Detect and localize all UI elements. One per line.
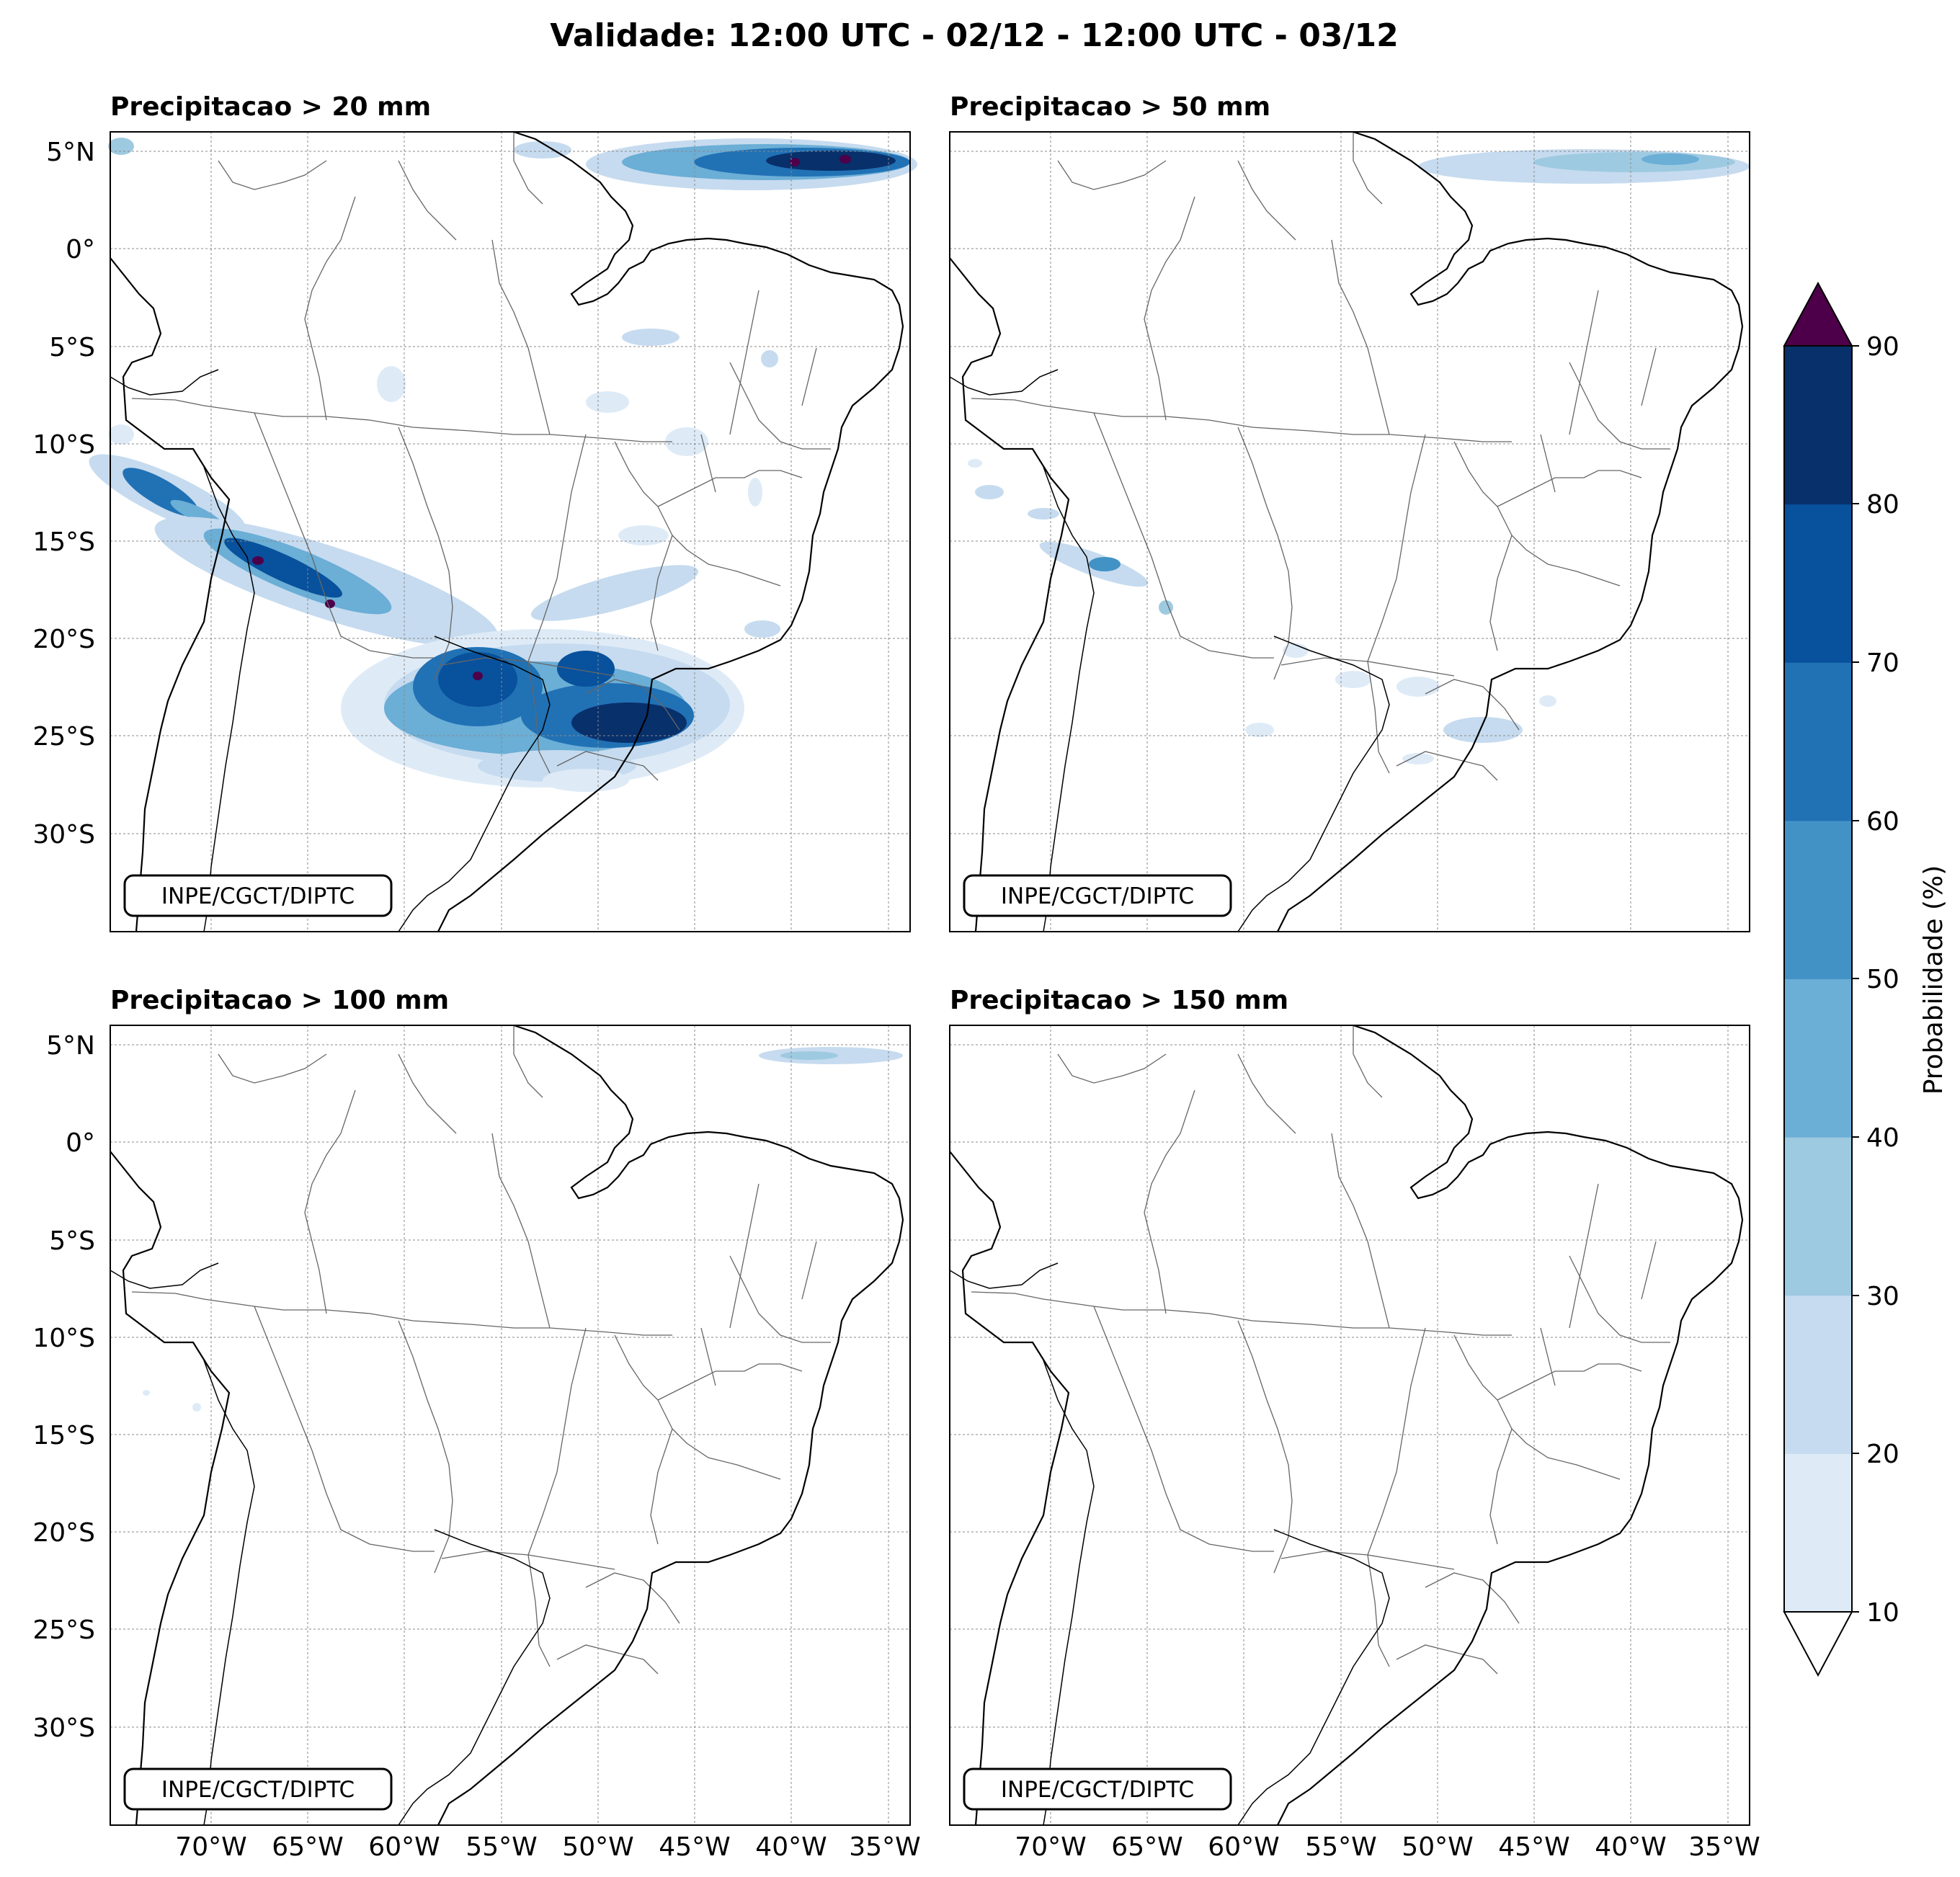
lon-tick-label: 35°W	[1688, 1832, 1760, 1862]
lat-tick-label: 20°S	[32, 625, 95, 654]
lat-tick-label: 30°S	[32, 1713, 95, 1743]
precip-probability-field	[968, 149, 1750, 764]
precip-probability-field	[143, 1047, 903, 1412]
lon-tick-label: 35°W	[849, 1832, 920, 1862]
colorbar-tick-label: 10	[1866, 1598, 1899, 1628]
lon-tick-label: 70°W	[175, 1832, 246, 1862]
panel-precip-150mm: INPE/CGCT/DIPTC	[948, 1024, 1750, 1827]
map-background	[110, 1025, 910, 1825]
lon-tick-label: 40°W	[755, 1832, 827, 1862]
colorbar-label: Probabilidade (%)	[1919, 865, 1948, 1095]
panel-precip-50mm: INPE/CGCT/DIPTC	[948, 130, 1750, 933]
colorbar-step	[1784, 346, 1852, 505]
panel-title-100mm: Precipitacao > 100 mm	[110, 986, 449, 1015]
colorbar-tick-label: 50	[1866, 965, 1899, 994]
lon-tick-label: 50°W	[1402, 1832, 1473, 1862]
figure-title: Validade: 12:00 UTC - 02/12 - 12:00 UTC …	[550, 17, 1399, 54]
lon-axis-left: 70°W 65°W 60°W 55°W 50°W 45°W 40°W 35°W	[175, 1832, 920, 1862]
colorbar-over-arrow	[1783, 281, 1853, 347]
lat-tick-label: 25°S	[32, 1615, 95, 1645]
colorbar-step	[1784, 1453, 1852, 1613]
lat-tick-label: 5°N	[46, 1031, 95, 1061]
credit-label: INPE/CGCT/DIPTC	[1001, 1777, 1194, 1803]
credit-label: INPE/CGCT/DIPTC	[1001, 883, 1194, 909]
lon-tick-label: 40°W	[1595, 1832, 1666, 1862]
lat-tick-label: 5°S	[49, 333, 95, 362]
panel-title-50mm: Precipitacao > 50 mm	[950, 92, 1270, 122]
colorbar-step	[1784, 820, 1852, 979]
lat-tick-label: 25°S	[32, 722, 95, 752]
colorbar-ticks: 10 20 30 40 50 60 70 80 90	[1852, 332, 1899, 1628]
lat-tick-label: 5°S	[49, 1226, 95, 1256]
lat-tick-label: 0°	[66, 1128, 95, 1158]
map-frame	[110, 1025, 911, 1826]
credit-label: INPE/CGCT/DIPTC	[161, 883, 355, 909]
colorbar-tick-label: 70	[1866, 648, 1899, 678]
lat-tick-label: 5°N	[46, 138, 95, 167]
lat-tick-label: 10°S	[32, 430, 95, 460]
lon-tick-label: 60°W	[1208, 1832, 1279, 1862]
lon-tick-label: 45°W	[659, 1832, 730, 1862]
colorbar-step	[1784, 1137, 1852, 1296]
colorbar-tick-label: 90	[1866, 332, 1899, 362]
colorbar-step	[1784, 662, 1852, 821]
lon-axis-right: 70°W 65°W 60°W 55°W 50°W 45°W 40°W 35°W	[1015, 1832, 1760, 1862]
colorbar-tick-label: 20	[1866, 1440, 1899, 1469]
credit-box: INPE/CGCT/DIPTC	[123, 1767, 393, 1811]
lon-tick-label: 60°W	[368, 1832, 440, 1862]
map-frame	[949, 1025, 1750, 1826]
credit-box: INPE/CGCT/DIPTC	[963, 1767, 1232, 1811]
map-frame	[110, 131, 911, 932]
lon-tick-label: 55°W	[1305, 1832, 1376, 1862]
panel-precip-100mm: INPE/CGCT/DIPTC	[109, 1024, 911, 1827]
lat-tick-label: 0°	[66, 235, 95, 264]
lat-axis-bottom: 5°N 0° 5°S 10°S 15°S 20°S 25°S 30°S	[32, 1031, 95, 1743]
colorbar-tick-label: 40	[1866, 1123, 1899, 1153]
panel-precip-20mm: INPE/CGCT/DIPTC	[89, 130, 917, 933]
map-background	[950, 1025, 1750, 1825]
lat-axis-top: 5°N 0° 5°S 10°S 15°S 20°S 25°S 30°S	[32, 138, 95, 850]
colorbar-step	[1784, 504, 1852, 663]
credit-label: INPE/CGCT/DIPTC	[161, 1777, 355, 1803]
map-frame	[949, 131, 1750, 932]
lon-tick-label: 55°W	[466, 1832, 537, 1862]
lon-tick-label: 65°W	[1111, 1832, 1182, 1862]
lat-tick-label: 20°S	[32, 1518, 95, 1548]
map-background	[950, 132, 1750, 932]
colorbar-steps	[1784, 346, 1852, 1613]
lon-tick-label: 65°W	[272, 1832, 343, 1862]
panel-title-20mm: Precipitacao > 20 mm	[110, 92, 431, 122]
colorbar-tick-label: 60	[1866, 807, 1899, 837]
lon-tick-label: 70°W	[1015, 1832, 1086, 1862]
panel-title-150mm: Precipitacao > 150 mm	[950, 986, 1288, 1015]
lat-tick-label: 10°S	[32, 1324, 95, 1353]
colorbar-tick-label: 80	[1866, 490, 1899, 520]
credit-box: INPE/CGCT/DIPTC	[123, 874, 393, 917]
colorbar-under-arrow	[1783, 1611, 1853, 1677]
colorbar: 10 20 30 40 50 60 70 80 90 Probabilidade…	[1783, 281, 1948, 1677]
colorbar-step	[1784, 1295, 1852, 1454]
lat-tick-label: 15°S	[32, 1421, 95, 1450]
lon-tick-label: 50°W	[562, 1832, 633, 1862]
lon-tick-label: 45°W	[1498, 1832, 1569, 1862]
credit-box: INPE/CGCT/DIPTC	[963, 874, 1232, 917]
lat-tick-label: 30°S	[32, 820, 95, 850]
lat-tick-label: 15°S	[32, 527, 95, 557]
colorbar-step	[1784, 978, 1852, 1138]
colorbar-tick-label: 30	[1866, 1282, 1899, 1311]
